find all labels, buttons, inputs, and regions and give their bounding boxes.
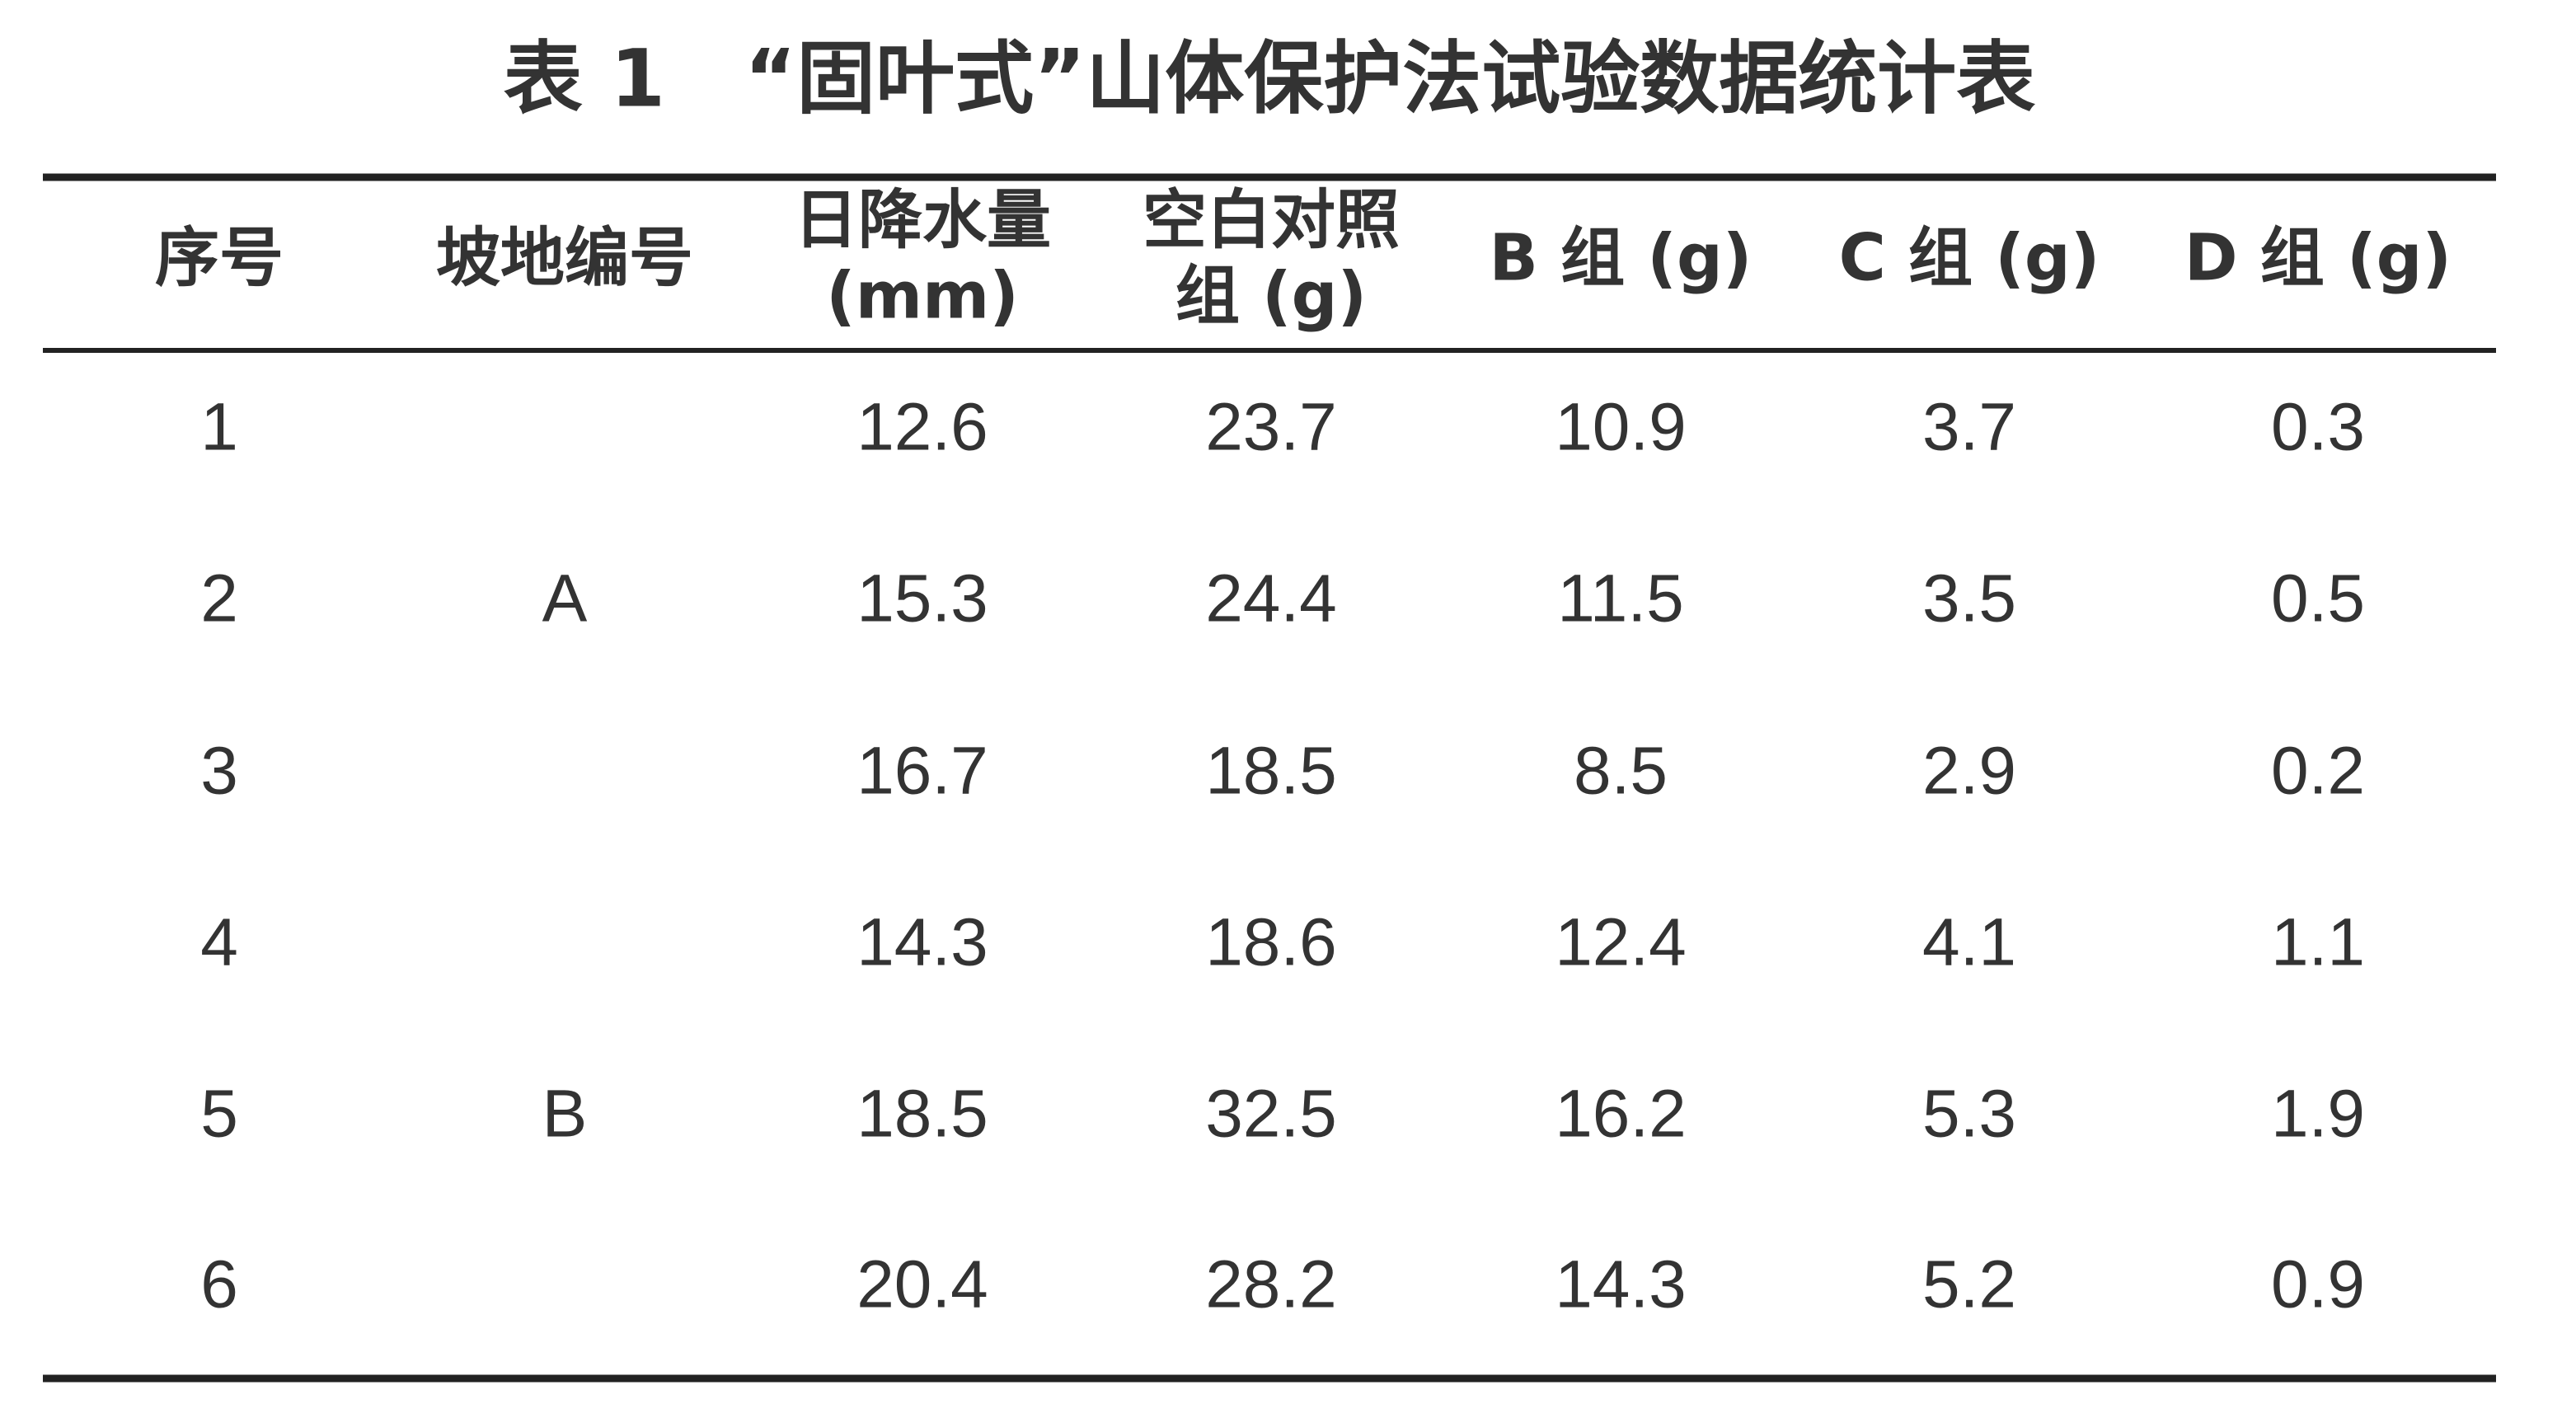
table-cell: 0.9	[2271, 1247, 2365, 1322]
table-cell: 5	[200, 1077, 238, 1152]
table-cell: 8.5	[1574, 734, 1668, 809]
table-cell: 11.5	[1557, 561, 1684, 636]
header-cell: 坡地编号	[436, 221, 693, 295]
table-cell: 16.2	[1555, 1077, 1687, 1152]
table-cell: 14.3	[1555, 1247, 1687, 1322]
table-cell: 4.1	[1922, 905, 2016, 980]
table-cell: 1.1	[2271, 905, 2365, 980]
table-cell: 24.4	[1205, 561, 1337, 636]
table-cell: 12.4	[1555, 905, 1687, 980]
table-cell: 0.2	[2271, 734, 2365, 809]
table-cell: 5.2	[1922, 1247, 2016, 1322]
table-cell: 14.3	[856, 905, 988, 980]
table-cell: 3	[200, 734, 238, 809]
table-cell: 18.6	[1205, 905, 1337, 980]
table-cell: 16.7	[856, 734, 988, 809]
table-cell: 3.7	[1922, 390, 2016, 465]
table-cell: 18.5	[856, 1077, 988, 1152]
header-cell: (mm)	[826, 259, 1019, 333]
header-cell: D 组 (g)	[2184, 221, 2452, 295]
header-cell: 组 (g)	[1175, 259, 1367, 333]
table-cell: 3.5	[1922, 561, 2016, 636]
header-cell: 日降水量	[794, 183, 1051, 257]
table-cell: 20.4	[856, 1247, 988, 1322]
table-cell: 5.3	[1922, 1077, 2016, 1152]
header-cell: 空白对照	[1143, 183, 1400, 257]
table-cell: 23.7	[1205, 390, 1337, 465]
table-cell: 0.3	[2271, 390, 2365, 465]
table-cell: 10.9	[1555, 390, 1687, 465]
header-cell: B 组 (g)	[1490, 221, 1753, 295]
table-cell: 15.3	[856, 561, 988, 636]
header-cell: 序号	[155, 221, 284, 295]
table-cell: 2	[200, 561, 238, 636]
table-cell: 2.9	[1922, 734, 2016, 809]
table-cell: 1	[200, 390, 238, 465]
table-title: 表 1 “固叶式”山体保护法试验数据统计表	[504, 32, 2035, 124]
table-cell: 1.9	[2271, 1077, 2365, 1152]
table-cell: 28.2	[1205, 1247, 1337, 1322]
table-cell: A	[542, 561, 588, 636]
table-cell: 12.6	[856, 390, 988, 465]
table-cell: 4	[200, 905, 238, 980]
table-cell: 0.5	[2271, 561, 2365, 636]
table-cell: 32.5	[1205, 1077, 1337, 1152]
table-cell: B	[542, 1077, 588, 1152]
table-cell: 6	[200, 1247, 238, 1322]
header-cell: C 组 (g)	[1839, 221, 2100, 295]
table-cell: 18.5	[1205, 734, 1337, 809]
